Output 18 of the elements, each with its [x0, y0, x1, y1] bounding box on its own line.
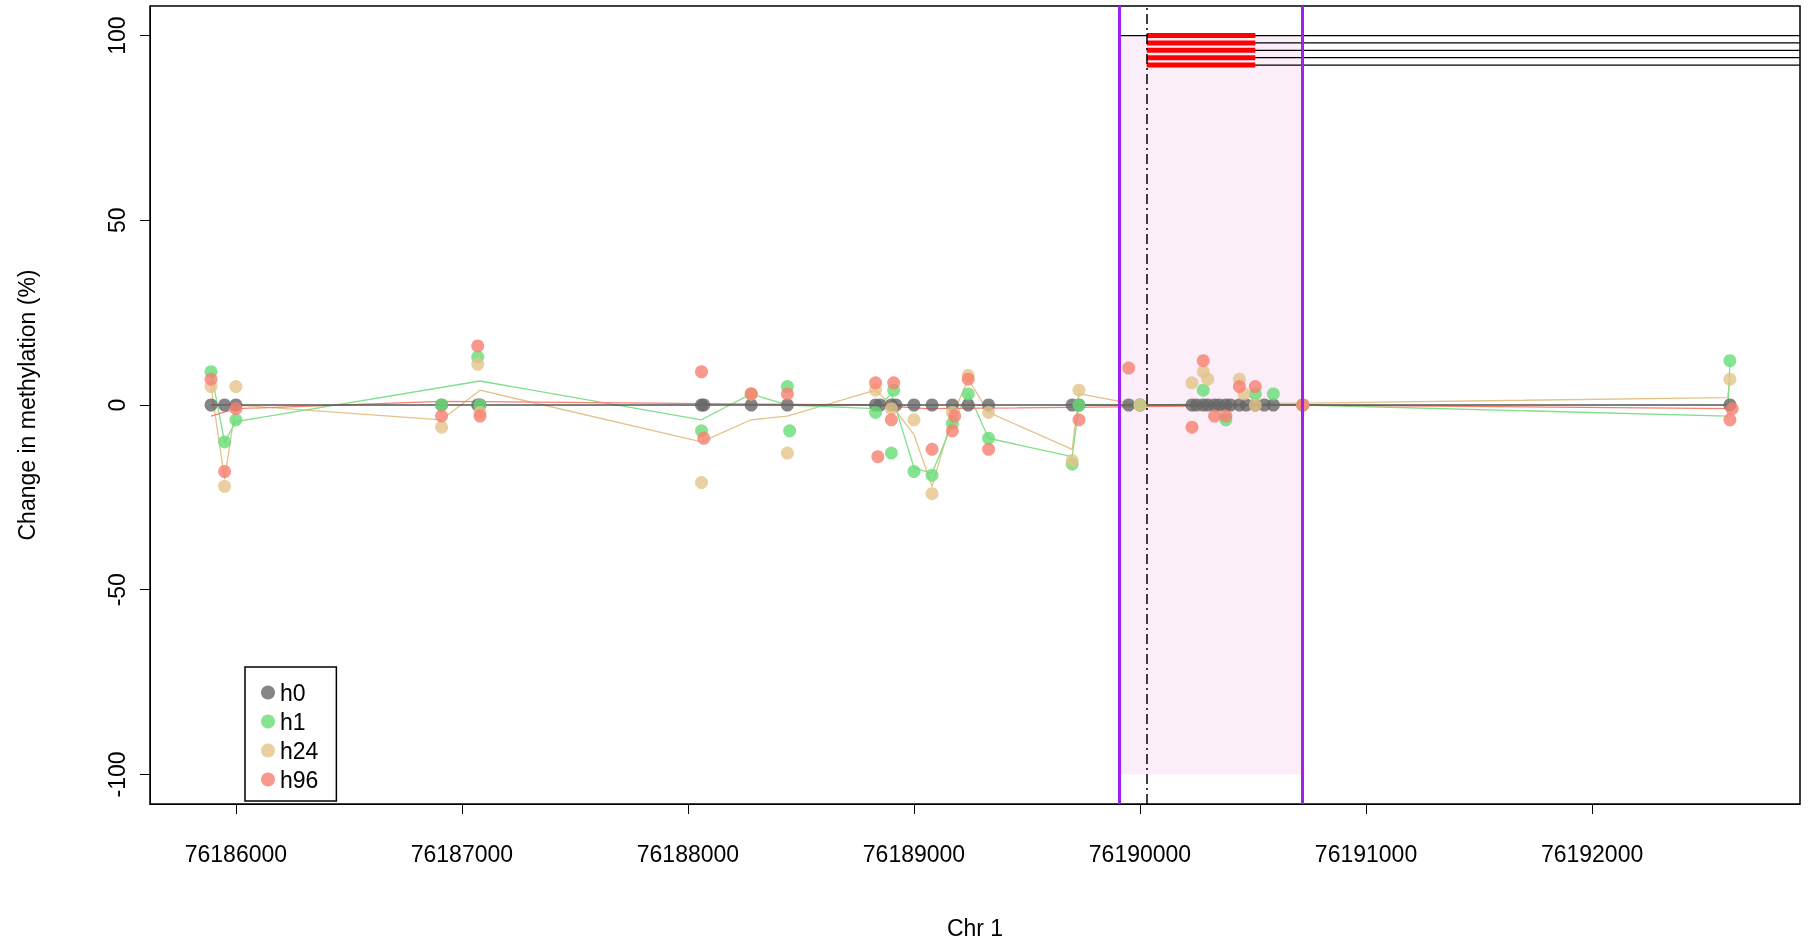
y-tick-label: -100 — [103, 751, 130, 798]
x-tick-label: 76188000 — [636, 840, 740, 867]
y-axis-title: Change in methylation (%) — [13, 269, 40, 541]
legend-label: h1 — [280, 708, 306, 735]
x-tick-label: 76187000 — [410, 840, 514, 867]
y-tick-label: -50 — [103, 573, 130, 607]
y-tick-label: 50 — [103, 207, 130, 234]
legend-label: h96 — [280, 766, 319, 793]
x-axis-title: Chr 1 — [946, 914, 1004, 941]
legend-label: h0 — [280, 679, 306, 706]
x-tick-label: 76186000 — [184, 840, 288, 867]
legend-label: h24 — [280, 737, 319, 764]
x-tick-label: 76192000 — [1540, 840, 1644, 867]
y-tick-label: 0 — [103, 398, 130, 412]
x-tick-label: 76191000 — [1314, 840, 1418, 867]
y-tick-label: 100 — [103, 16, 130, 55]
x-tick-label: 76190000 — [1088, 840, 1192, 867]
x-tick-label: 76189000 — [862, 840, 966, 867]
